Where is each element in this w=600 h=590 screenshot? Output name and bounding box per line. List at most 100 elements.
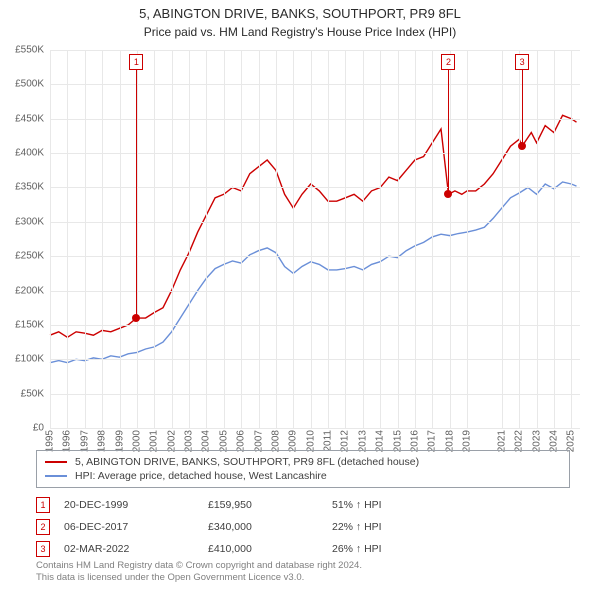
- event-price: £159,950: [208, 499, 318, 511]
- gridline-v: [415, 50, 416, 428]
- x-tick-label: 2007: [253, 430, 264, 452]
- x-tick-label: 2019: [462, 430, 473, 452]
- event-row: 206-DEC-2017£340,00022% ↑ HPI: [36, 516, 570, 538]
- event-marker: 2: [36, 519, 50, 535]
- gridline-v: [571, 50, 572, 428]
- legend-swatch: [45, 461, 67, 463]
- x-tick-label: 2024: [548, 430, 559, 452]
- event-price: £340,000: [208, 521, 318, 533]
- y-tick-label: £100K: [15, 354, 44, 365]
- gridline-v: [67, 50, 68, 428]
- gridline-v: [502, 50, 503, 428]
- y-tick-label: £500K: [15, 79, 44, 90]
- gridline-h: [50, 359, 580, 360]
- x-tick-label: 1995: [45, 430, 56, 452]
- y-tick-label: £400K: [15, 148, 44, 159]
- x-tick-label: 1998: [97, 430, 108, 452]
- x-tick-label: 2014: [375, 430, 386, 452]
- gridline-h: [50, 153, 580, 154]
- marker-dot-3: [518, 142, 526, 150]
- gridline-h: [50, 84, 580, 85]
- chart-title: 5, ABINGTON DRIVE, BANKS, SOUTHPORT, PR9…: [0, 0, 600, 23]
- gridline-v: [189, 50, 190, 428]
- gridline-h: [50, 394, 580, 395]
- marker-box-1: 1: [129, 54, 143, 70]
- gridline-h: [50, 325, 580, 326]
- x-tick-label: 2025: [566, 430, 577, 452]
- x-tick-label: 2015: [392, 430, 403, 452]
- y-tick-label: £450K: [15, 113, 44, 124]
- x-tick-label: 2021: [496, 430, 507, 452]
- x-tick-label: 2011: [323, 430, 334, 452]
- gridline-v: [363, 50, 364, 428]
- x-tick-label: 2022: [514, 430, 525, 452]
- legend: 5, ABINGTON DRIVE, BANKS, SOUTHPORT, PR9…: [36, 450, 570, 488]
- footer-attribution: Contains HM Land Registry data © Crown c…: [36, 560, 362, 584]
- y-tick-label: £200K: [15, 285, 44, 296]
- event-date: 20-DEC-1999: [64, 499, 194, 511]
- marker-box-3: 3: [515, 54, 529, 70]
- x-tick-label: 2010: [305, 430, 316, 452]
- y-tick-label: £50K: [21, 388, 44, 399]
- legend-label: 5, ABINGTON DRIVE, BANKS, SOUTHPORT, PR9…: [75, 456, 419, 468]
- event-row: 120-DEC-1999£159,95051% ↑ HPI: [36, 494, 570, 516]
- gridline-v: [206, 50, 207, 428]
- gridline-v: [432, 50, 433, 428]
- legend-label: HPI: Average price, detached house, West…: [75, 470, 327, 482]
- y-tick-label: £300K: [15, 216, 44, 227]
- y-tick-label: £250K: [15, 251, 44, 262]
- gridline-h: [50, 256, 580, 257]
- marker-dot-1: [132, 314, 140, 322]
- gridline-v: [293, 50, 294, 428]
- gridline-h: [50, 222, 580, 223]
- event-row: 3 02-MAR-2022 £410,000 26% ↑ HPI: [36, 538, 570, 560]
- x-tick-label: 2009: [288, 430, 299, 452]
- x-tick-label: 2017: [427, 430, 438, 452]
- legend-row: 5, ABINGTON DRIVE, BANKS, SOUTHPORT, PR9…: [45, 455, 561, 469]
- marker-dot-2: [444, 190, 452, 198]
- gridline-v: [345, 50, 346, 428]
- marker-box-2: 2: [441, 54, 455, 70]
- gridline-v: [450, 50, 451, 428]
- x-tick-label: 2006: [236, 430, 247, 452]
- series-hpi: [50, 182, 577, 363]
- event-marker: 1: [36, 497, 50, 513]
- gridline-h: [50, 187, 580, 188]
- x-tick-label: 2012: [340, 430, 351, 452]
- x-tick-label: 2002: [166, 430, 177, 452]
- x-tick-label: 2000: [131, 430, 142, 452]
- gridline-v: [328, 50, 329, 428]
- gridline-v: [398, 50, 399, 428]
- x-tick-label: 2003: [184, 430, 195, 452]
- event-date: 02-MAR-2022: [64, 543, 194, 555]
- y-tick-label: £0: [33, 423, 44, 434]
- event-marker: 3: [36, 541, 50, 557]
- event-pct: 26% ↑ HPI: [332, 543, 482, 555]
- legend-swatch: [45, 475, 67, 477]
- gridline-v: [276, 50, 277, 428]
- gridline-v: [537, 50, 538, 428]
- x-tick-label: 2005: [218, 430, 229, 452]
- gridline-h: [50, 428, 580, 429]
- x-tick-label: 1999: [114, 430, 125, 452]
- x-tick-label: 2023: [531, 430, 542, 452]
- gridline-v: [172, 50, 173, 428]
- marker-line-2: [448, 70, 449, 194]
- event-table: 120-DEC-1999£159,95051% ↑ HPI206-DEC-201…: [36, 494, 570, 560]
- chart-subtitle: Price paid vs. HM Land Registry's House …: [0, 23, 600, 39]
- gridline-v: [519, 50, 520, 428]
- y-tick-label: £350K: [15, 182, 44, 193]
- gridline-v: [311, 50, 312, 428]
- gridline-v: [102, 50, 103, 428]
- gridline-v: [50, 50, 51, 428]
- x-tick-label: 2001: [149, 430, 160, 452]
- legend-row: HPI: Average price, detached house, West…: [45, 469, 561, 483]
- footer-line-1: Contains HM Land Registry data © Crown c…: [36, 560, 362, 572]
- gridline-h: [50, 119, 580, 120]
- event-price: £410,000: [208, 543, 318, 555]
- y-tick-label: £150K: [15, 319, 44, 330]
- gridline-v: [85, 50, 86, 428]
- y-tick-label: £550K: [15, 45, 44, 56]
- gridline-v: [120, 50, 121, 428]
- gridline-v: [380, 50, 381, 428]
